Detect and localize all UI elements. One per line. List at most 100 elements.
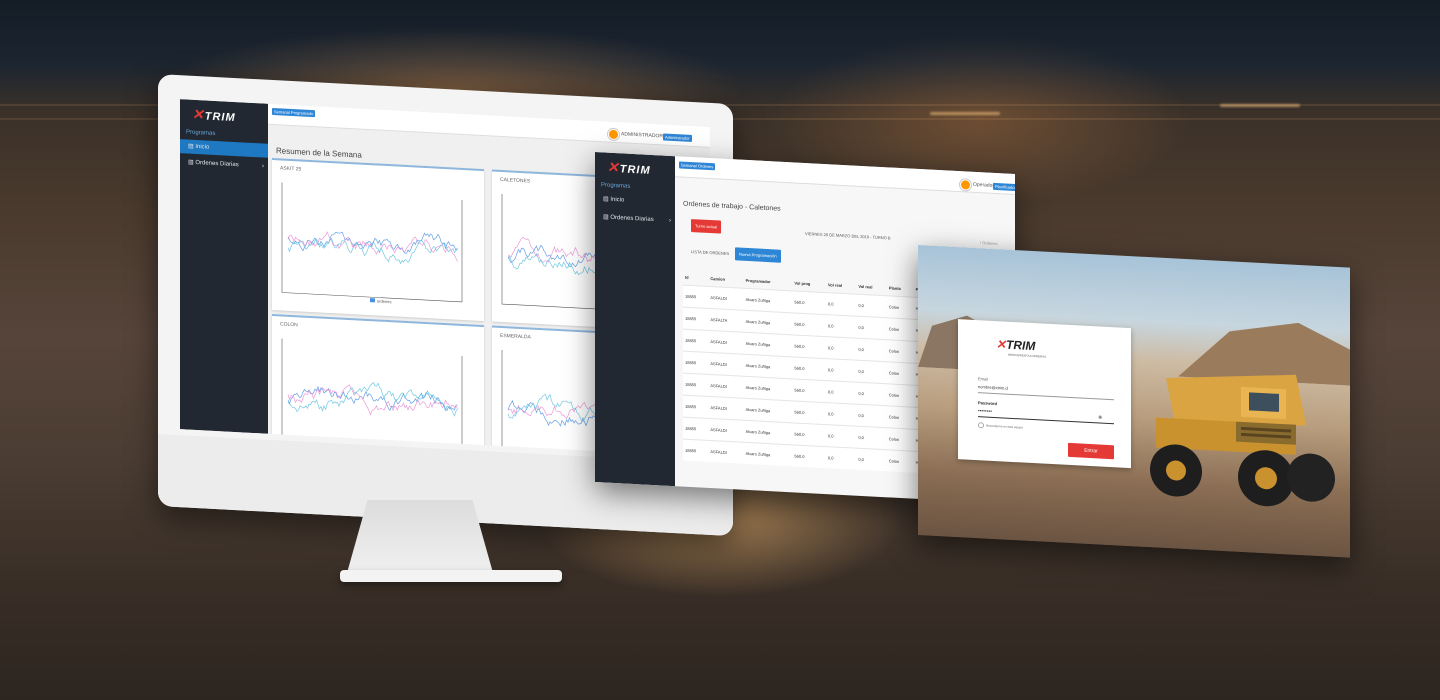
chart-card: COLON xyxy=(272,313,484,457)
table-cell: Alvaro Zuñiga xyxy=(743,354,793,379)
column-header[interactable]: Id xyxy=(685,274,689,280)
table-cell: ASFALDI xyxy=(708,286,744,311)
table-cell: 0,0 xyxy=(825,402,857,427)
table-cell: ASFALTA xyxy=(708,308,744,333)
line-chart xyxy=(281,338,463,457)
table-cell: 18855 xyxy=(683,351,709,375)
brand-tagline: HERRAMIENTAS MINERAS xyxy=(1008,352,1047,359)
email-label: Email xyxy=(978,376,989,382)
sidebar-item-label: Inicio xyxy=(610,196,625,204)
table-cell: 560,0 xyxy=(792,356,826,381)
list-icon: ▥ xyxy=(188,159,194,166)
table-cell: ASFALDI xyxy=(708,396,744,421)
table-cell: 18855 xyxy=(683,307,709,331)
role-badge: Planificador xyxy=(993,182,1015,192)
sidebar-item-label: Inicio xyxy=(195,143,210,151)
table-cell: 0,0 xyxy=(856,426,887,450)
remember-checkbox[interactable] xyxy=(978,422,984,429)
brand-logo: ✕TRIM xyxy=(192,105,236,125)
column-header[interactable]: Vol prog xyxy=(794,279,811,286)
table-cell: 0,0 xyxy=(856,382,887,406)
chart-series-line xyxy=(287,237,458,265)
chevron-right-icon: › xyxy=(262,163,264,170)
table-cell: 18855 xyxy=(683,285,709,309)
table-cell: Colon xyxy=(886,361,914,386)
table-cell: 560,0 xyxy=(792,400,826,425)
table-cell: 18855 xyxy=(683,373,709,397)
table-cell: 18855 xyxy=(683,329,709,353)
table-cell: 0,0 xyxy=(856,360,887,384)
chevron-right-icon: › xyxy=(669,217,671,224)
table-cell: Colon xyxy=(886,383,914,408)
table-cell: Alvaro Zuñiga xyxy=(743,332,793,357)
current-shift-button[interactable]: Turno actual xyxy=(691,219,722,234)
table-cell: 560,0 xyxy=(792,422,826,447)
table-cell: 0,0 xyxy=(825,292,857,317)
table-cell: 18855 xyxy=(683,395,709,419)
topbar: Semanal Programado ADMINISTRADOR Adminis… xyxy=(268,103,710,148)
monitor-stand-base xyxy=(340,570,562,582)
login-window: ✕TRIM HERRAMIENTAS MINERAS Email nombre@… xyxy=(918,245,1350,558)
table-cell: Colon xyxy=(886,295,914,320)
column-header[interactable]: Planta xyxy=(888,284,901,291)
table-cell: 0,0 xyxy=(856,316,887,340)
table-cell: 560,0 xyxy=(792,378,826,403)
avatar[interactable] xyxy=(608,128,619,141)
user-name[interactable]: ADMINISTRADOR xyxy=(621,131,663,140)
chart-card: ASKIT 25 ordenes xyxy=(272,157,484,322)
password-label: Password xyxy=(978,400,997,407)
eye-icon[interactable]: ◉ xyxy=(1098,414,1103,421)
avatar[interactable] xyxy=(960,179,971,191)
table-cell: 0,0 xyxy=(856,294,887,318)
sidebar-item-ordenes-diarias[interactable]: ▥ Ordenes Diarias › xyxy=(595,210,675,228)
program-badge: Semanal Programado xyxy=(272,107,315,118)
sidebar-item-label: Ordenes Diarias xyxy=(195,159,239,169)
login-button[interactable]: Entrar xyxy=(1068,442,1114,460)
table-cell: Alvaro Zuñiga xyxy=(743,376,793,401)
chart-series-line xyxy=(287,385,458,412)
login-panel: ✕TRIM HERRAMIENTAS MINERAS Email nombre@… xyxy=(958,319,1131,469)
user-name[interactable]: Operador xyxy=(973,181,995,189)
table-cell: ASFALDI xyxy=(708,440,744,464)
table-cell: 0,0 xyxy=(825,380,857,405)
new-program-button[interactable]: Nueva Programación xyxy=(735,247,781,263)
table-cell: Alvaro Zuñiga xyxy=(743,442,793,467)
table-cell: Alvaro Zuñiga xyxy=(743,398,793,423)
chart-axes xyxy=(281,182,463,303)
table-cell: Colon xyxy=(886,427,914,452)
table-cell: 0,0 xyxy=(825,336,857,361)
home-icon: ▤ xyxy=(603,196,609,203)
table-cell: ASFALDI xyxy=(708,418,744,443)
page-title: Resumen de la Semana xyxy=(276,146,362,160)
email-field[interactable]: nombre@xtrim.cl xyxy=(978,384,1009,391)
home-icon: ▤ xyxy=(188,143,194,150)
table-cell: ASFALDI xyxy=(708,374,744,399)
column-header[interactable]: Camion xyxy=(710,275,726,282)
chart-series-line xyxy=(287,231,458,254)
brand-logo: ✕TRIM xyxy=(607,158,651,177)
sidebar-item-label: Ordenes Diarias xyxy=(610,214,654,224)
sidebar-section-title: Programas xyxy=(186,129,216,138)
breadcrumb[interactable]: / Ordenes xyxy=(980,240,998,247)
table-cell: Colon xyxy=(886,405,914,430)
table-cell: 0,0 xyxy=(825,424,857,449)
chart-legend: ordenes xyxy=(370,298,391,304)
chart-series-line xyxy=(287,382,458,417)
haul-truck-image xyxy=(1150,374,1335,507)
table-cell: ASFALDI xyxy=(708,330,744,355)
list-title: LISTA DE ORDENES xyxy=(691,249,730,257)
table-cell: ASFALDI xyxy=(708,352,744,377)
sidebar-item-ordenes-diarias[interactable]: ▥ Ordenes Diarias › xyxy=(180,155,268,174)
line-chart xyxy=(281,182,463,303)
table-cell: Alvaro Zuñiga xyxy=(743,288,793,313)
sidebar-item-inicio[interactable]: ▤ Inicio xyxy=(595,192,675,210)
brand-logo: ✕TRIM xyxy=(996,337,1036,354)
table-cell: 18855 xyxy=(683,417,709,441)
role-badge: Administrador xyxy=(663,133,692,142)
column-header[interactable]: Vol real xyxy=(827,281,843,288)
remember-label: Recordarme en este equipo xyxy=(986,423,1024,430)
table-cell: 560,0 xyxy=(792,334,826,359)
table-cell: 0,0 xyxy=(825,314,857,339)
table-cell: 0,0 xyxy=(856,338,887,362)
column-header[interactable]: Vol real xyxy=(858,283,873,290)
